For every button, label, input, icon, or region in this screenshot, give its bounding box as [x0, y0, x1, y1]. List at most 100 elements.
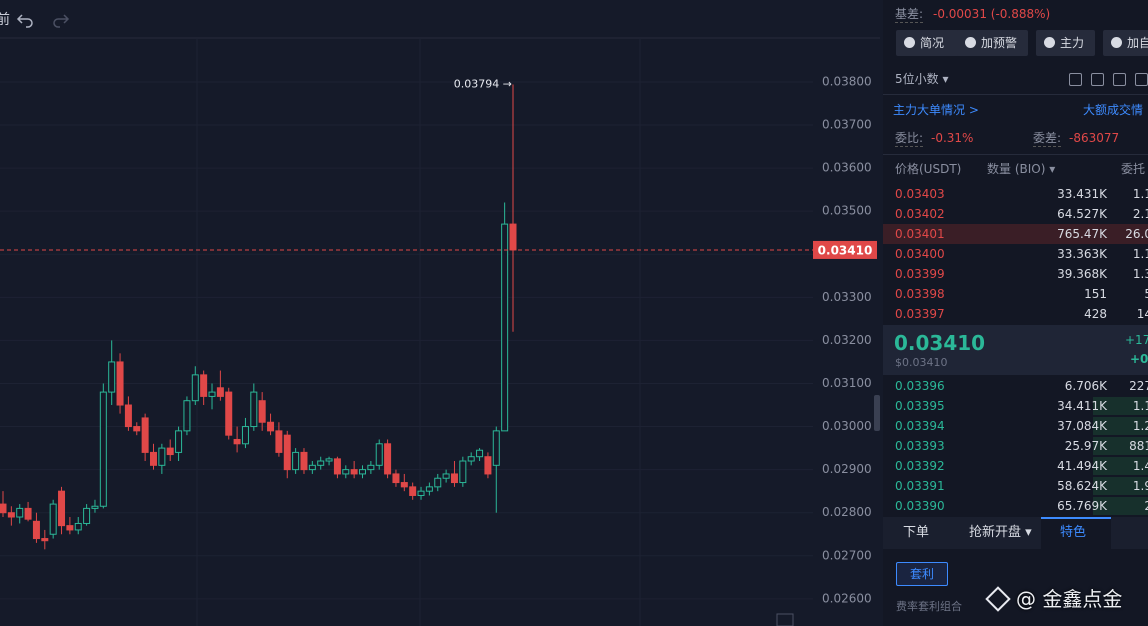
- column-header: 数量 (BIO) ▾: [987, 162, 1056, 176]
- orders: 5: [1144, 286, 1148, 302]
- feature-button[interactable]: 套利: [896, 562, 948, 586]
- candle-body: [49, 503, 57, 535]
- quantity: 6.706K: [1064, 379, 1107, 393]
- bid-row[interactable]: 0.03396 6.706K 227: [883, 376, 1148, 396]
- action-button[interactable]: 加预警: [957, 30, 1028, 56]
- ratio-label: 委比:: [895, 131, 924, 147]
- candle-body: [183, 400, 191, 432]
- ask-row[interactable]: 0.03403 33.431K 1.1: [883, 184, 1148, 204]
- link[interactable]: 大额成交情: [1083, 103, 1144, 117]
- diff-value: -863077: [1069, 131, 1120, 145]
- depth-bar: [1093, 417, 1148, 435]
- y-tick-label: 0.03300: [822, 290, 872, 304]
- candle-body: [459, 460, 467, 484]
- bid-row[interactable]: 0.03393 25.97K 881: [883, 436, 1148, 456]
- quantity: 41.494K: [1057, 459, 1107, 473]
- fullscreen-icon[interactable]: [776, 613, 794, 626]
- price: 0.03394: [895, 419, 945, 433]
- orders: 1.9: [1132, 479, 1148, 493]
- tool-icon[interactable]: [1113, 73, 1126, 86]
- tab[interactable]: 特色: [1060, 525, 1087, 540]
- chart: 前 0.026000.027000.028000.029000.030000.0…: [0, 11, 880, 626]
- candle-body: [501, 223, 509, 432]
- orders: 1.4: [1132, 459, 1148, 473]
- orders: 2: [1144, 498, 1148, 514]
- action-button[interactable]: 简况: [896, 30, 961, 56]
- tab[interactable]: 下单: [903, 525, 930, 540]
- candle-body: [91, 505, 99, 509]
- tab[interactable]: 抢新开盘 ▾: [969, 525, 1032, 540]
- undo-icon[interactable]: [16, 14, 33, 28]
- quantity: 39.368K: [1057, 267, 1107, 281]
- candle-body: [108, 361, 116, 393]
- quantity: 33.363K: [1057, 247, 1107, 261]
- action-button[interactable]: 主力: [1036, 30, 1095, 56]
- candle-body: [66, 525, 74, 531]
- candle-body: [400, 482, 408, 488]
- price: 0.03395: [895, 399, 945, 413]
- ask-row[interactable]: 0.03402 64.527K 2.1: [883, 204, 1148, 224]
- candle-body: [41, 538, 49, 542]
- separator: [883, 154, 1148, 155]
- candle-body: [7, 512, 15, 518]
- last-usd: $0.03410: [895, 356, 948, 369]
- quantity: 428: [1084, 307, 1107, 321]
- redo-icon[interactable]: [53, 14, 70, 28]
- bid-row[interactable]: 0.03394 37.084K 1.2: [883, 416, 1148, 436]
- candle-body: [333, 458, 341, 475]
- candle-body: [275, 430, 283, 453]
- candle-body: [425, 486, 433, 492]
- column-header: 委托: [1121, 162, 1146, 176]
- tool-icon[interactable]: [1135, 73, 1148, 86]
- candle-body: [434, 477, 442, 488]
- ask-row[interactable]: 0.03399 39.368K 1.3: [883, 264, 1148, 284]
- price-tag: [813, 240, 877, 259]
- bid-row[interactable]: 0.03390 65.769K 2: [883, 496, 1148, 516]
- orders: 26.0: [1125, 227, 1148, 241]
- ask-row[interactable]: 0.03401 765.47K 26.0: [883, 224, 1148, 244]
- price: 0.03402: [895, 207, 945, 221]
- tool-icon[interactable]: [1091, 73, 1104, 86]
- candle-body: [267, 421, 275, 432]
- candle-body: [308, 464, 316, 471]
- price-tag-label: 0.03410: [818, 243, 873, 257]
- orders: 1.1: [1132, 247, 1148, 261]
- candle-body: [166, 447, 174, 456]
- candle-body: [16, 507, 24, 518]
- depth-bar: [1093, 437, 1148, 455]
- candle-body: [509, 223, 517, 251]
- ask-row[interactable]: 0.03397 428 14: [883, 304, 1148, 324]
- grid: 0.02600 0.02700 0.02800 0.02900 0.03000 0.031…: [0, 74, 872, 605]
- y-tick-label: 0.02800: [822, 505, 872, 519]
- depth-bar: [1093, 397, 1148, 415]
- y-tick-label: 0.03800: [822, 74, 872, 88]
- change-pct: +0.: [1130, 352, 1148, 366]
- link[interactable]: 主力大单情况 >: [893, 103, 979, 117]
- candle-body: [467, 456, 475, 462]
- orders: 2.1: [1132, 207, 1148, 221]
- candle-body: [133, 426, 141, 432]
- price: 0.03393: [895, 439, 945, 453]
- quantity: 151: [1084, 287, 1107, 301]
- bid-row[interactable]: 0.03395 34.411K 1.1: [883, 396, 1148, 416]
- bid-row[interactable]: 0.03391 58.624K 1.9: [883, 476, 1148, 496]
- quantity: 65.769K: [1057, 499, 1107, 513]
- candle-body: [300, 451, 308, 471]
- y-tick-label: 0.02900: [822, 462, 872, 476]
- decimals-select[interactable]: 5位小数 ▾: [895, 72, 949, 86]
- candle-body: [317, 460, 325, 466]
- panel-handle[interactable]: [874, 395, 880, 431]
- action-button[interactable]: 加自: [1103, 30, 1148, 56]
- candle-body: [359, 469, 367, 475]
- orders: 1.3: [1132, 267, 1148, 281]
- ask-row[interactable]: 0.03398 151 5: [883, 284, 1148, 304]
- ask-row[interactable]: 0.03400 33.363K 1.1: [883, 244, 1148, 264]
- price: 0.03392: [895, 459, 945, 473]
- bid-row[interactable]: 0.03392 41.494K 1.4: [883, 456, 1148, 476]
- candle-body: [233, 438, 241, 445]
- quantity: 25.97K: [1064, 439, 1107, 453]
- tool-icon[interactable]: [1069, 73, 1082, 86]
- watermark: @ 金鑫点金: [1016, 587, 1123, 611]
- price: 0.03398: [895, 287, 945, 301]
